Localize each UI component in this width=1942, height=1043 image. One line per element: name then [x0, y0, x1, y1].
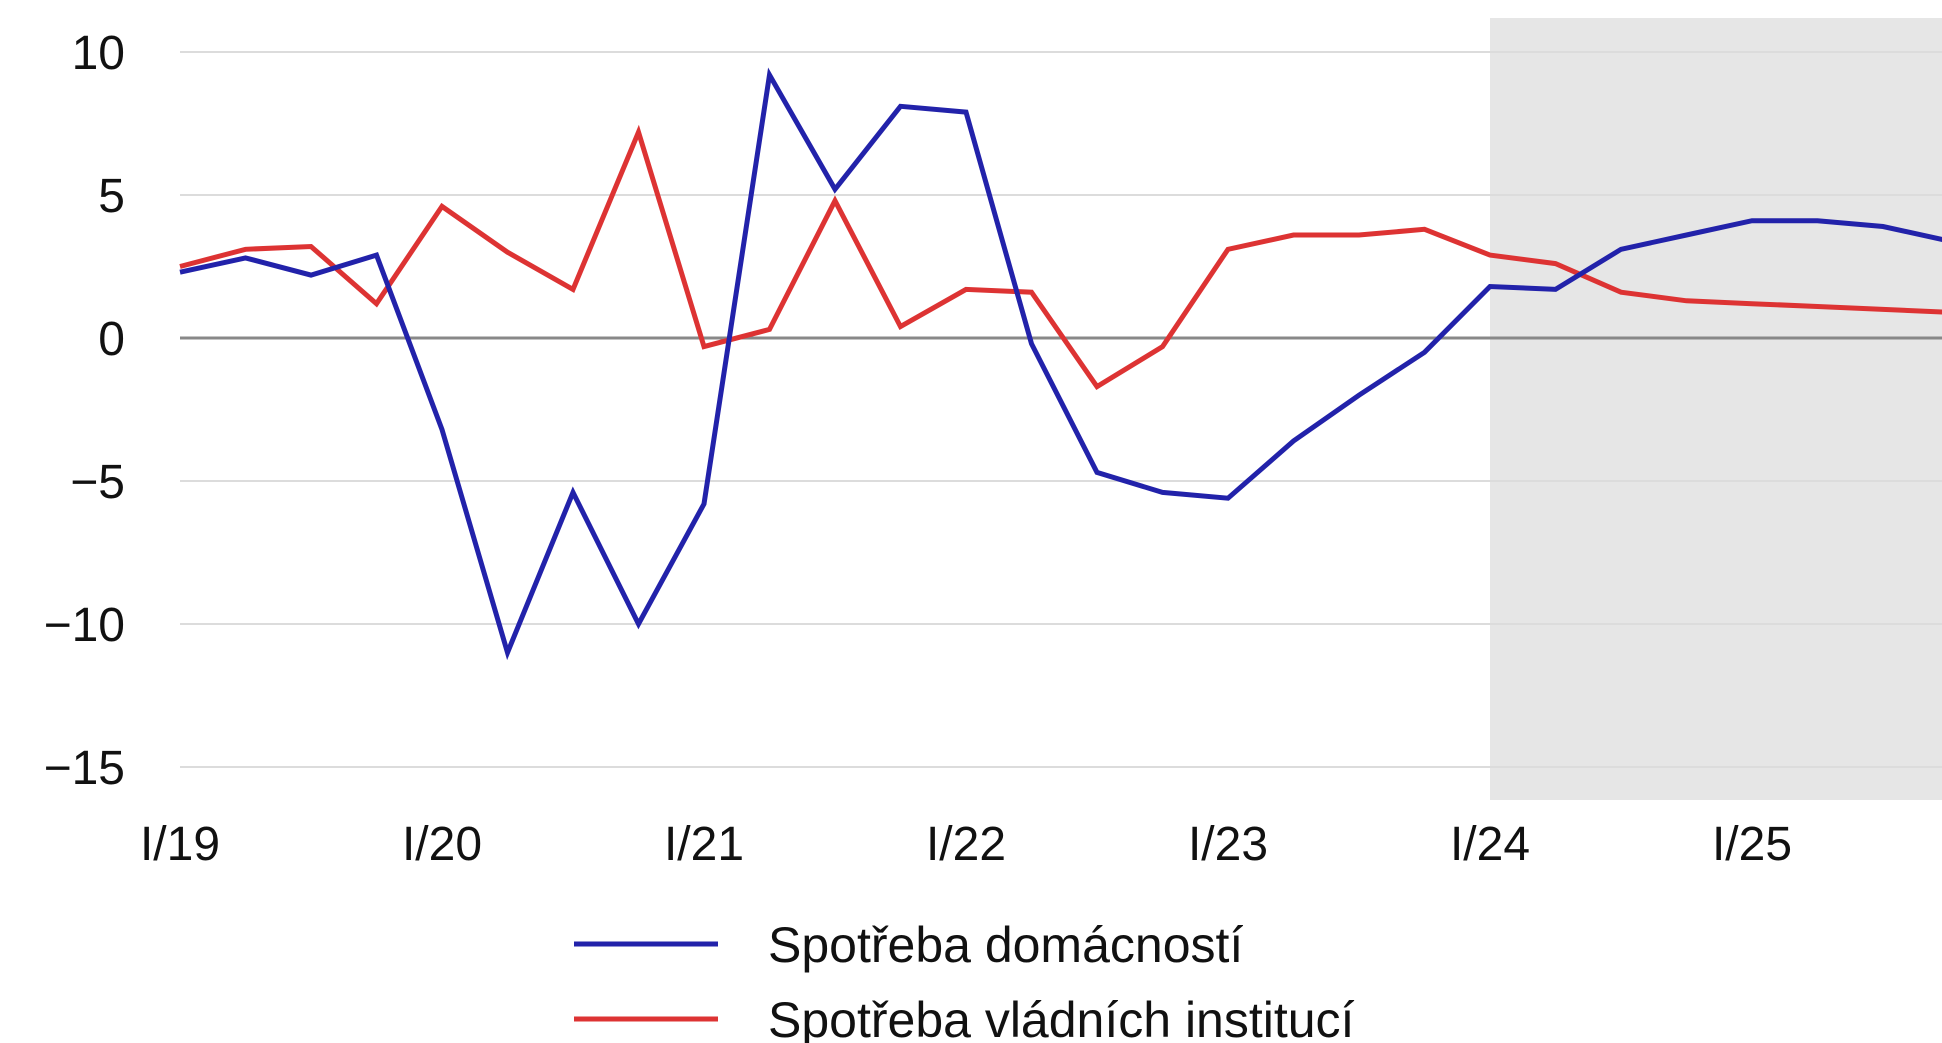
x-tick-label: I/24	[1450, 818, 1530, 871]
series-line-domacnosti	[179, 67, 1942, 661]
y-tick-label: 10	[72, 27, 125, 80]
x-tick-label: I/19	[140, 818, 220, 871]
legend-label-domacnosti: Spotřeba domácností	[768, 917, 1243, 973]
y-tick-label: −10	[44, 599, 125, 652]
forecast-region	[1490, 18, 1942, 800]
legend-label-vladnich-instituci: Spotřeba vládních institucí	[768, 992, 1355, 1043]
x-tick-label: I/22	[926, 818, 1006, 871]
y-tick-label: −5	[70, 456, 125, 509]
y-tick-label: 5	[98, 170, 125, 223]
y-tick-label: −15	[44, 742, 125, 795]
x-tick-label: I/21	[664, 818, 744, 871]
x-tick-label: I/23	[1188, 818, 1268, 871]
series-line-vladnich-instituci	[179, 124, 1942, 390]
x-tick-label: I/20	[402, 818, 482, 871]
y-tick-label: 0	[98, 313, 125, 366]
x-tick-label: I/25	[1712, 818, 1792, 871]
